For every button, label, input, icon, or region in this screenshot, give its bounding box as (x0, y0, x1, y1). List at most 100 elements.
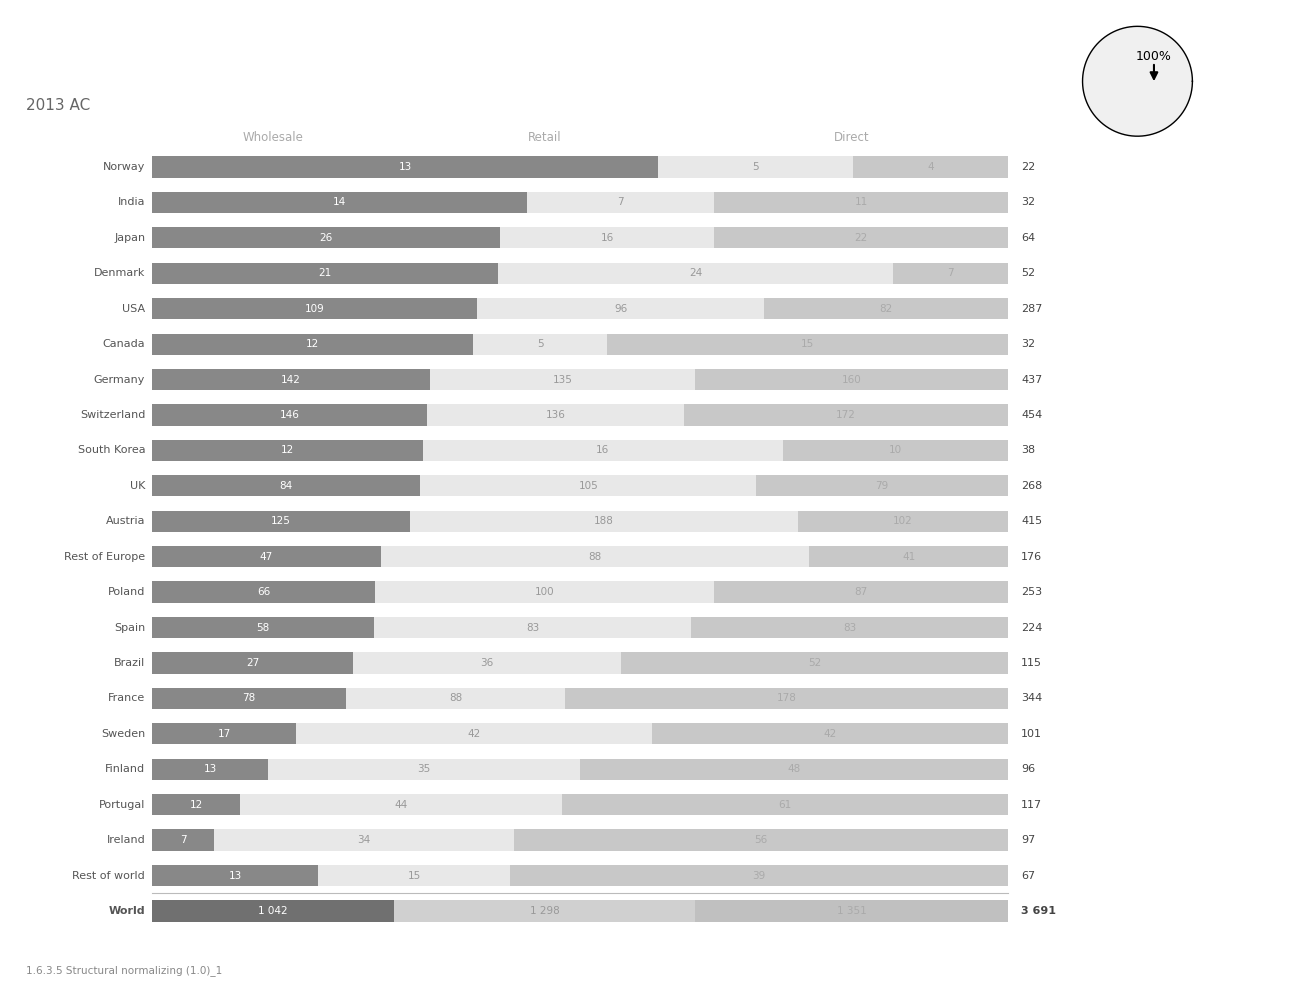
Text: 16: 16 (596, 445, 609, 455)
Text: 344: 344 (1022, 693, 1043, 703)
Text: 1.6.3.5 Structural normalizing (1.0)_1: 1.6.3.5 Structural normalizing (1.0)_1 (26, 965, 222, 976)
Text: 42: 42 (823, 729, 836, 739)
Bar (153, 405, 1009, 426)
Bar (354, 652, 621, 674)
Text: Canada: Canada (103, 339, 145, 349)
Bar (694, 900, 1009, 922)
Text: Wholesale: Wholesale (242, 131, 304, 144)
Bar (580, 758, 1009, 780)
Bar (239, 794, 562, 816)
Bar (852, 157, 1009, 177)
Text: 178: 178 (777, 693, 797, 703)
Bar (153, 439, 422, 461)
Text: India: India (118, 197, 145, 208)
Bar (153, 228, 500, 248)
Bar (153, 369, 1009, 390)
Bar (153, 865, 1009, 887)
Bar (782, 439, 1009, 461)
Text: 13: 13 (204, 764, 217, 774)
Text: 125: 125 (271, 516, 291, 526)
Bar (153, 688, 1009, 709)
Text: Finland: Finland (105, 764, 145, 774)
Text: 12: 12 (189, 800, 203, 810)
Text: Rest of world: Rest of world (72, 871, 145, 881)
Text: 287: 287 (1022, 303, 1043, 313)
Bar (373, 617, 692, 638)
Bar (393, 900, 694, 922)
Text: 67: 67 (1022, 871, 1035, 881)
Bar (500, 228, 714, 248)
Bar (153, 546, 381, 567)
Bar (268, 758, 580, 780)
Text: 27: 27 (246, 658, 259, 668)
Bar (809, 546, 1009, 567)
Text: 12: 12 (306, 339, 320, 349)
Bar (694, 369, 1009, 390)
Bar (153, 829, 1009, 851)
Bar (153, 298, 477, 319)
Text: Ireland: Ireland (107, 835, 145, 845)
Text: Retail: Retail (527, 131, 562, 144)
Bar (153, 405, 427, 426)
Text: 15: 15 (801, 339, 814, 349)
Text: 32: 32 (1022, 339, 1035, 349)
Text: Switzerland: Switzerland (80, 410, 145, 420)
Bar (153, 334, 473, 355)
Bar (153, 865, 318, 887)
Bar (764, 298, 1009, 319)
Circle shape (1082, 27, 1193, 136)
Bar (756, 475, 1009, 496)
Bar (153, 510, 410, 532)
Bar (410, 510, 798, 532)
Text: 4: 4 (927, 162, 934, 172)
Text: World: World (109, 906, 145, 916)
Text: 12: 12 (280, 445, 295, 455)
Bar (608, 334, 1009, 355)
Text: 3 691: 3 691 (1022, 906, 1056, 916)
Bar (421, 475, 756, 496)
Text: 172: 172 (836, 410, 856, 420)
Text: 7: 7 (180, 835, 187, 845)
Bar (153, 688, 346, 709)
Text: 16: 16 (601, 232, 614, 243)
Text: 15: 15 (408, 871, 421, 881)
Text: 1 298: 1 298 (530, 906, 559, 916)
Text: 88: 88 (450, 693, 463, 703)
Text: 34: 34 (358, 835, 371, 845)
Bar (214, 829, 514, 851)
Text: 24: 24 (689, 268, 702, 279)
Text: Rest of Europe: Rest of Europe (64, 552, 145, 561)
Text: Denmark: Denmark (93, 268, 145, 279)
Bar (153, 758, 268, 780)
Bar (562, 794, 1009, 816)
Bar (153, 546, 1009, 567)
Text: 44: 44 (394, 800, 408, 810)
Bar (153, 369, 430, 390)
Bar (714, 581, 1009, 603)
Text: 84: 84 (280, 481, 293, 491)
Bar (514, 829, 1009, 851)
Text: 58: 58 (256, 623, 270, 632)
Text: 268: 268 (1022, 481, 1043, 491)
Bar (714, 192, 1009, 213)
Bar (153, 723, 1009, 745)
Bar (527, 192, 714, 213)
Bar (422, 439, 782, 461)
Text: 35: 35 (418, 764, 431, 774)
Bar (153, 581, 1009, 603)
Text: 10: 10 (889, 445, 902, 455)
Text: 13: 13 (398, 162, 412, 172)
Bar (621, 652, 1009, 674)
Text: Austria: Austria (105, 516, 145, 526)
Text: Spain: Spain (114, 623, 145, 632)
Text: 56: 56 (755, 835, 768, 845)
Bar (430, 369, 694, 390)
Bar (427, 405, 684, 426)
Text: 21: 21 (318, 268, 331, 279)
Text: 79: 79 (876, 481, 889, 491)
Text: Direct: Direct (834, 131, 869, 144)
Text: Germany: Germany (93, 374, 145, 384)
Text: 22: 22 (1022, 162, 1035, 172)
Text: 117: 117 (1022, 800, 1043, 810)
Bar (153, 617, 373, 638)
